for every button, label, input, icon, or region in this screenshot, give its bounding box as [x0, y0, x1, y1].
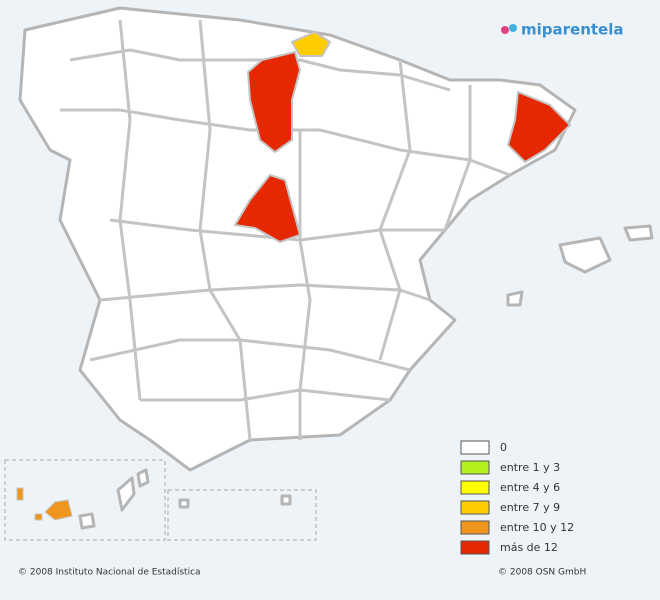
ceuta-melilla-box — [167, 489, 317, 541]
legend-swatch — [460, 440, 490, 455]
legend-label: 0 — [500, 441, 507, 454]
ceuta — [178, 498, 190, 509]
logo: miparentela — [501, 21, 624, 39]
province-border — [298, 130, 312, 440]
province-border — [118, 19, 142, 401]
legend-swatch — [460, 500, 490, 515]
melilla — [280, 494, 292, 506]
province-border — [99, 283, 431, 302]
canary-island — [116, 476, 136, 512]
legend: 0 entre 1 y 3 entre 4 y 6 entre 7 y 9 entre … — [460, 440, 574, 555]
ibiza — [506, 290, 524, 307]
province-highlight — [246, 50, 302, 154]
province-border — [378, 59, 412, 361]
province-border — [443, 85, 472, 231]
spain-map — [4, 6, 654, 541]
canary-box — [4, 459, 166, 541]
legend-label: entre 1 y 3 — [500, 461, 560, 474]
province-highlight — [506, 90, 572, 164]
legend-swatch — [460, 460, 490, 475]
legend-swatch — [460, 520, 490, 535]
footer-right: © 2008 OSN GmbH — [498, 568, 586, 578]
canary-island — [136, 468, 150, 488]
legend-label: más de 12 — [500, 541, 558, 554]
province-border — [198, 19, 252, 441]
logo-icon — [509, 24, 517, 32]
menorca — [623, 224, 654, 242]
canary-island — [16, 487, 24, 501]
logo-text: miparentela — [521, 21, 624, 39]
canary-island — [34, 513, 43, 521]
legend-label: entre 7 y 9 — [500, 501, 560, 514]
province-border — [140, 388, 391, 402]
canary-island — [78, 512, 96, 530]
footer-left: © 2008 Instituto Nacional de Estadística — [18, 568, 201, 578]
legend-label: entre 10 y 12 — [500, 521, 574, 534]
mallorca — [558, 236, 612, 274]
province-highlight — [233, 173, 302, 244]
canary-island — [44, 499, 73, 521]
legend-swatch — [460, 540, 490, 555]
legend-swatch — [460, 480, 490, 495]
legend-label: entre 4 y 6 — [500, 481, 560, 494]
logo-icon — [501, 26, 509, 34]
province-highlight — [290, 30, 332, 57]
